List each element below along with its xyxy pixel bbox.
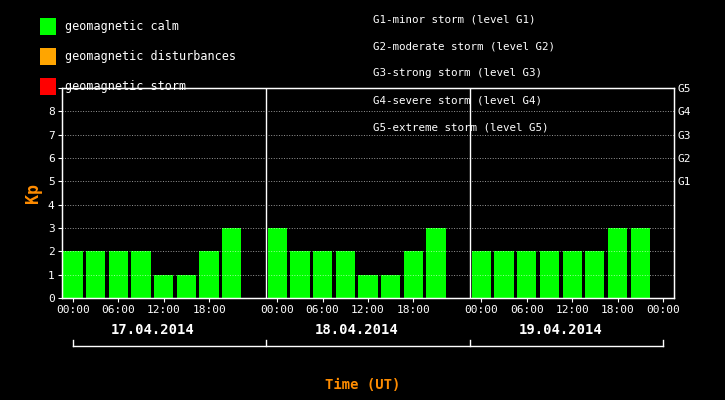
Bar	[131, 251, 151, 298]
Bar	[608, 228, 627, 298]
Text: G5-extreme storm (level G5): G5-extreme storm (level G5)	[373, 123, 549, 133]
Text: Time (UT): Time (UT)	[325, 378, 400, 392]
Bar	[472, 251, 491, 298]
Bar	[177, 275, 196, 298]
Bar	[313, 251, 332, 298]
Bar	[426, 228, 446, 298]
Bar	[154, 275, 173, 298]
Bar	[540, 251, 559, 298]
Y-axis label: Kp: Kp	[25, 183, 42, 203]
Text: G3-strong storm (level G3): G3-strong storm (level G3)	[373, 68, 542, 78]
Text: geomagnetic disturbances: geomagnetic disturbances	[65, 50, 236, 63]
Bar	[517, 251, 536, 298]
Text: 18.04.2014: 18.04.2014	[315, 323, 399, 337]
Bar	[222, 228, 241, 298]
Bar	[336, 251, 355, 298]
Bar	[381, 275, 400, 298]
Bar	[563, 251, 581, 298]
Bar	[631, 228, 650, 298]
Text: geomagnetic calm: geomagnetic calm	[65, 20, 178, 33]
Bar	[585, 251, 605, 298]
Text: 17.04.2014: 17.04.2014	[110, 323, 194, 337]
Text: geomagnetic storm: geomagnetic storm	[65, 80, 186, 93]
Bar	[358, 275, 378, 298]
Bar	[494, 251, 514, 298]
Bar	[290, 251, 310, 298]
Text: G1-minor storm (level G1): G1-minor storm (level G1)	[373, 14, 536, 24]
Bar	[404, 251, 423, 298]
Bar	[109, 251, 128, 298]
Text: 19.04.2014: 19.04.2014	[519, 323, 602, 337]
Text: G2-moderate storm (level G2): G2-moderate storm (level G2)	[373, 41, 555, 51]
Text: G4-severe storm (level G4): G4-severe storm (level G4)	[373, 96, 542, 106]
Bar	[199, 251, 219, 298]
Bar	[63, 251, 83, 298]
Bar	[86, 251, 105, 298]
Bar	[268, 228, 287, 298]
